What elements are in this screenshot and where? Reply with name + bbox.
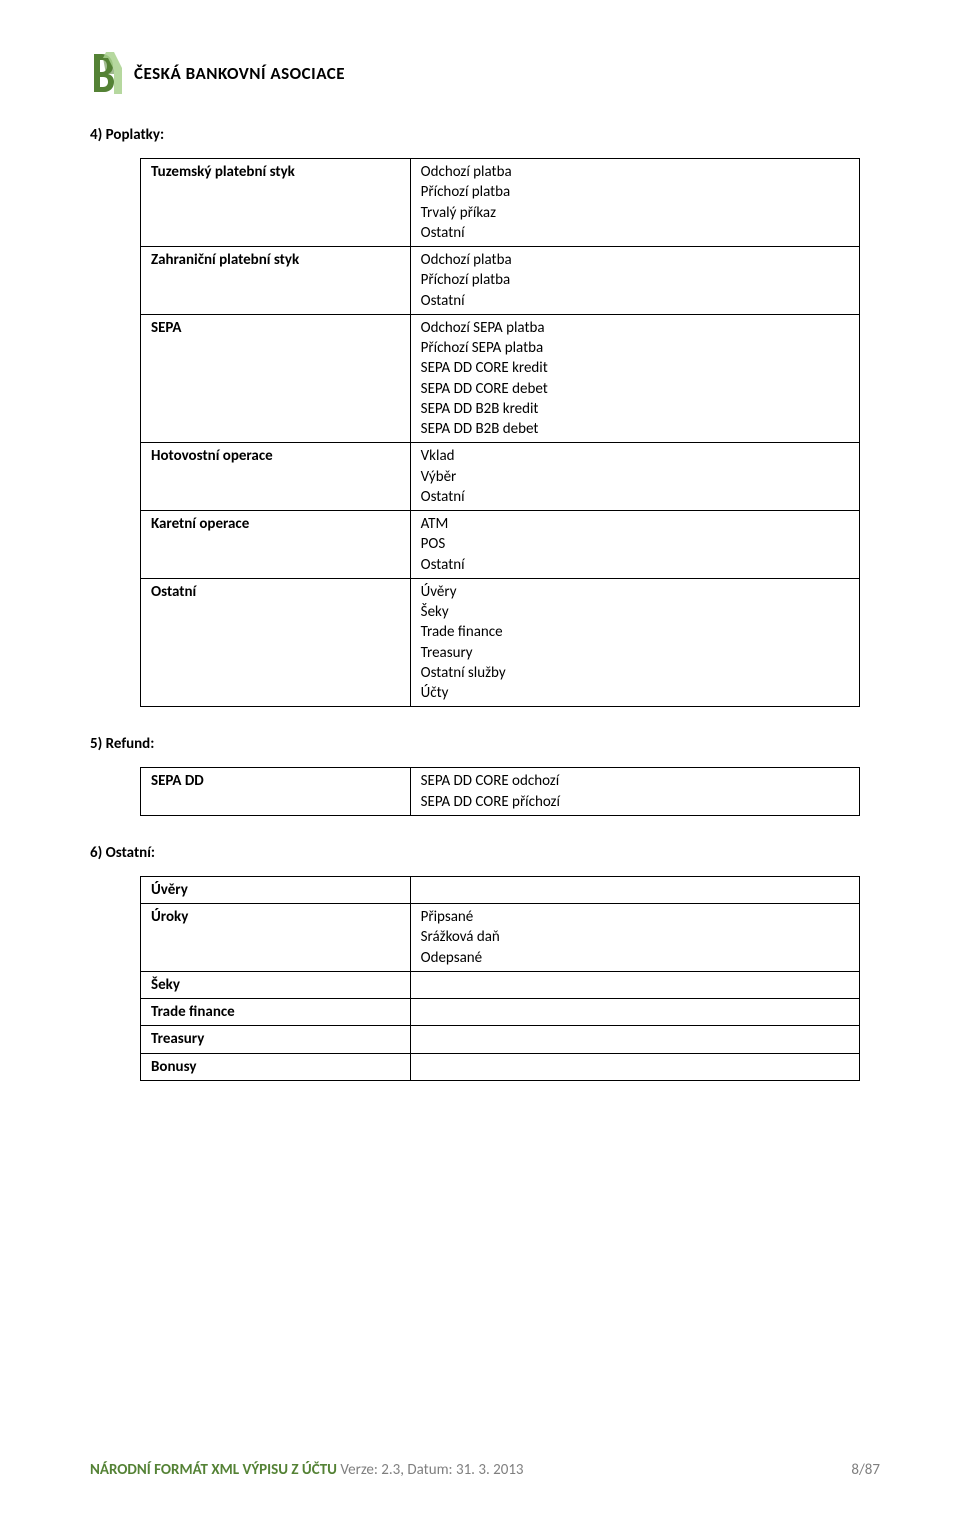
table-row: Bonusy bbox=[141, 1053, 860, 1080]
row-values: Odchozí platbaPříchozí platbaOstatní bbox=[410, 247, 859, 315]
row-label: Ostatní bbox=[141, 578, 411, 707]
table-row: Ostatní ÚvěryŠekyTrade financeTreasuryOs… bbox=[141, 578, 860, 707]
table-row: Zahraniční platební styk Odchozí platbaP… bbox=[141, 247, 860, 315]
row-values bbox=[410, 1053, 859, 1080]
section-5-heading: 5) Refund: bbox=[90, 735, 880, 753]
row-values: PřipsanéSrážková daňOdepsané bbox=[410, 904, 859, 972]
row-values: Odchozí platbaPříchozí platbaTrvalý přík… bbox=[410, 159, 859, 247]
page-header: ČESKÁ BANKOVNÍ ASOCIACE bbox=[90, 50, 880, 96]
footer-title-block: NÁRODNÍ FORMÁT XML VÝPISU Z ÚČTU Verze: … bbox=[90, 1461, 524, 1479]
row-label: Úvěry bbox=[141, 876, 411, 903]
row-values: VkladVýběrOstatní bbox=[410, 443, 859, 511]
section-4-heading: 4) Poplatky: bbox=[90, 126, 880, 144]
table-row: Karetní operace ATMPOSOstatní bbox=[141, 511, 860, 579]
row-label: Zahraniční platební styk bbox=[141, 247, 411, 315]
section-5-table: SEPA DD SEPA DD CORE odchozíSEPA DD CORE… bbox=[140, 767, 880, 816]
table-row: Tuzemský platební styk Odchozí platbaPří… bbox=[141, 159, 860, 247]
row-label: SEPA bbox=[141, 314, 411, 443]
row-label: Karetní operace bbox=[141, 511, 411, 579]
table-row: Hotovostní operace VkladVýběrOstatní bbox=[141, 443, 860, 511]
table-row: Treasury bbox=[141, 1026, 860, 1053]
table-row: SEPA Odchozí SEPA platbaPříchozí SEPA pl… bbox=[141, 314, 860, 443]
row-label: Úroky bbox=[141, 904, 411, 972]
row-label: SEPA DD bbox=[141, 768, 411, 816]
page-footer: NÁRODNÍ FORMÁT XML VÝPISU Z ÚČTU Verze: … bbox=[90, 1461, 880, 1479]
section-4-table: Tuzemský platební styk Odchozí platbaPří… bbox=[140, 158, 880, 707]
row-label: Šeky bbox=[141, 971, 411, 998]
row-values: ATMPOSOstatní bbox=[410, 511, 859, 579]
table-row: SEPA DD SEPA DD CORE odchozíSEPA DD CORE… bbox=[141, 768, 860, 816]
row-label: Bonusy bbox=[141, 1053, 411, 1080]
footer-page-number: 8/87 bbox=[851, 1461, 880, 1479]
table-row: Úvěry bbox=[141, 876, 860, 903]
section-6-heading: 6) Ostatní: bbox=[90, 844, 880, 862]
row-values: SEPA DD CORE odchozíSEPA DD CORE příchoz… bbox=[410, 768, 859, 816]
cba-logo bbox=[90, 50, 124, 96]
row-values: ÚvěryŠekyTrade financeTreasuryOstatní sl… bbox=[410, 578, 859, 707]
row-values bbox=[410, 1026, 859, 1053]
row-values: Odchozí SEPA platbaPříchozí SEPA platbaS… bbox=[410, 314, 859, 443]
org-name: ČESKÁ BANKOVNÍ ASOCIACE bbox=[134, 63, 345, 84]
table-row: Šeky bbox=[141, 971, 860, 998]
row-label: Hotovostní operace bbox=[141, 443, 411, 511]
row-values bbox=[410, 876, 859, 903]
row-values bbox=[410, 971, 859, 998]
row-values bbox=[410, 999, 859, 1026]
footer-version: Verze: 2.3, Datum: 31. 3. 2013 bbox=[337, 1461, 524, 1479]
row-label: Trade finance bbox=[141, 999, 411, 1026]
table-row: Trade finance bbox=[141, 999, 860, 1026]
row-label: Tuzemský platební styk bbox=[141, 159, 411, 247]
row-label: Treasury bbox=[141, 1026, 411, 1053]
table-row: Úroky PřipsanéSrážková daňOdepsané bbox=[141, 904, 860, 972]
section-6-table: Úvěry Úroky PřipsanéSrážková daňOdepsané… bbox=[140, 876, 880, 1081]
footer-doc-title: NÁRODNÍ FORMÁT XML VÝPISU Z ÚČTU bbox=[90, 1461, 337, 1479]
